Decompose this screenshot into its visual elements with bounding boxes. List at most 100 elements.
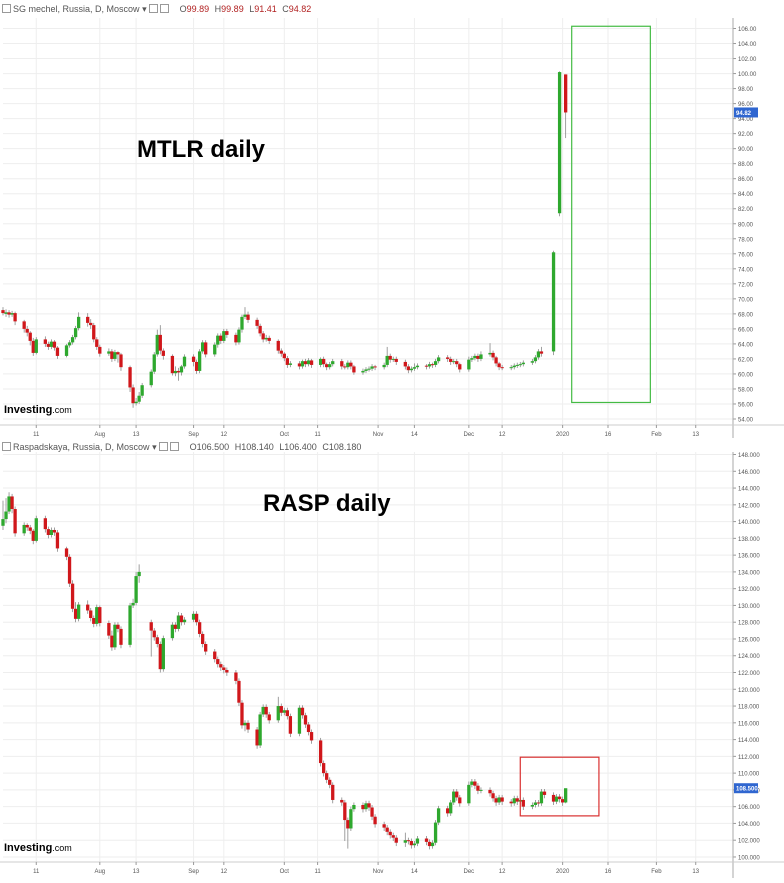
settings-icon[interactable] xyxy=(160,4,170,13)
rasp-candle-body xyxy=(261,706,265,715)
mtlr-candle-body xyxy=(10,313,14,315)
mtlr-candle-body xyxy=(346,362,350,368)
mtlr-candle-body xyxy=(43,339,47,344)
rasp-candle-body xyxy=(173,624,178,629)
mtlr-candle-body xyxy=(158,334,162,351)
mtlr-candle-body xyxy=(361,370,365,373)
investing-logo[interactable]: Investing.com xyxy=(4,404,72,416)
rasp-candle-body xyxy=(449,802,453,814)
mtlr-candle-body xyxy=(473,355,477,359)
rasp-x-tick-label: 13 xyxy=(692,869,699,875)
rasp-candle-body xyxy=(521,799,525,807)
rasp-candle-body xyxy=(473,781,477,786)
rasp-candle-body xyxy=(219,664,223,668)
mtlr-y-tick-label: 66.00 xyxy=(738,327,754,333)
mtlr-close: 94.82 xyxy=(288,4,312,14)
rasp-candle-body xyxy=(155,637,159,645)
mtlr-symbol-name[interactable]: SG mechel, Russia, D, Moscow xyxy=(13,4,140,14)
rasp-candle-body xyxy=(436,808,441,823)
mtlr-last-price-bg xyxy=(734,107,758,118)
mtlr-candle-body xyxy=(303,361,308,365)
eye-icon[interactable] xyxy=(159,442,169,451)
rasp-candle-body xyxy=(70,583,75,609)
rasp-candle-body xyxy=(279,706,283,713)
rasp-candle-body xyxy=(303,715,308,725)
mtlr-candle-body xyxy=(536,351,541,358)
mtlr-candle-body xyxy=(46,343,51,347)
mtlr-candle-body xyxy=(243,314,247,317)
rasp-y-tick-label: 112.000 xyxy=(738,755,760,761)
mtlr-chart-panel: 54.00 56.00 58.00 60.00 62.00 64.00 66.00 68.00… xyxy=(0,0,784,438)
rasp-high: 108.140 xyxy=(241,442,274,452)
rasp-candle-body xyxy=(170,624,175,639)
mtlr-y-tick-label: 106.00 xyxy=(738,27,757,33)
rasp-candle-body xyxy=(76,604,81,619)
mtlr-candle-body xyxy=(509,367,513,369)
rasp-low: 106.400 xyxy=(284,442,317,452)
mtlr-y-tick-label: 76.00 xyxy=(738,252,754,258)
mtlr-candle-body xyxy=(204,342,208,355)
rasp-candle-body xyxy=(415,838,420,844)
rasp-candle-body xyxy=(161,638,165,670)
mtlr-x-tick-label: 14 xyxy=(411,432,418,438)
rasp-candle-body xyxy=(34,518,38,541)
mtlr-candle-body xyxy=(415,365,420,368)
rasp-y-tick-label: 146.000 xyxy=(738,470,760,476)
mtlr-open: 99.89 xyxy=(186,4,210,14)
legend-dropdown-icon[interactable]: ▾ xyxy=(142,4,150,14)
mtlr-y-tick-label: 72.00 xyxy=(738,282,754,288)
mtlr-candle-body xyxy=(128,367,132,388)
mtlr-candle-body xyxy=(222,331,226,341)
mtlr-annotation: MTLR daily xyxy=(137,136,266,163)
mtlr-candle-body xyxy=(343,366,347,368)
mtlr-candle-body xyxy=(427,364,432,367)
legend-dropdown-icon[interactable]: ▾ xyxy=(152,442,160,452)
rasp-candle-body xyxy=(204,644,208,652)
rasp-x-tick-label: 16 xyxy=(605,869,612,875)
rasp-candle-body xyxy=(467,784,471,804)
mtlr-candle-body xyxy=(488,352,492,355)
rasp-candle-body xyxy=(28,527,32,531)
mtlr-candle-body xyxy=(409,368,414,371)
eye-icon[interactable] xyxy=(149,4,159,13)
rasp-candle-body xyxy=(361,804,365,810)
mtlr-candle-body xyxy=(31,340,35,353)
investing-logo[interactable]: Investing.com xyxy=(4,842,72,854)
rasp-candle-body xyxy=(128,605,132,645)
mtlr-candle-body xyxy=(331,361,335,365)
rasp-candle-body xyxy=(258,714,262,746)
rasp-candle-body xyxy=(276,706,280,721)
rasp-y-tick-label: 140.000 xyxy=(738,520,760,526)
rasp-x-tick-label: 13 xyxy=(133,869,140,875)
rasp-candle-body xyxy=(222,667,226,670)
rasp-candle-body xyxy=(391,835,395,838)
mtlr-candle-body xyxy=(340,361,344,367)
rasp-candle-body xyxy=(64,548,69,557)
settings-icon[interactable] xyxy=(170,442,180,451)
mtlr-y-tick-label: 64.00 xyxy=(738,342,754,348)
rasp-candle-body xyxy=(452,791,456,803)
mtlr-candle-body xyxy=(191,356,196,362)
rasp-candle-body xyxy=(55,532,60,549)
rasp-y-tick-label: 138.000 xyxy=(738,537,760,543)
mtlr-y-tick-label: 68.00 xyxy=(738,312,754,318)
mtlr-candle-body xyxy=(306,360,311,365)
mtlr-candle-body xyxy=(276,340,280,351)
mtlr-y-tick-label: 92.00 xyxy=(738,132,754,138)
mtlr-candle-body xyxy=(107,351,111,354)
rasp-candle-body xyxy=(149,622,153,631)
mtlr-candle-body xyxy=(267,337,271,341)
mtlr-y-tick-label: 54.00 xyxy=(738,417,754,423)
mtlr-candle-body xyxy=(433,361,438,365)
rasp-symbol-name[interactable]: Raspadskaya, Russia, D, Moscow xyxy=(13,442,150,452)
rasp-candle-body xyxy=(500,797,504,802)
rasp-candle-body xyxy=(182,619,187,623)
rasp-candle-body xyxy=(31,530,35,541)
mtlr-candle-body xyxy=(173,370,178,374)
mtlr-x-tick-label: Dec xyxy=(464,432,475,438)
rasp-candle-body xyxy=(430,842,435,847)
mtlr-y-tick-label: 58.00 xyxy=(738,387,754,393)
mtlr-candle-body xyxy=(28,332,32,341)
rasp-candle-body xyxy=(446,808,450,814)
rasp-candle-body xyxy=(564,788,568,803)
